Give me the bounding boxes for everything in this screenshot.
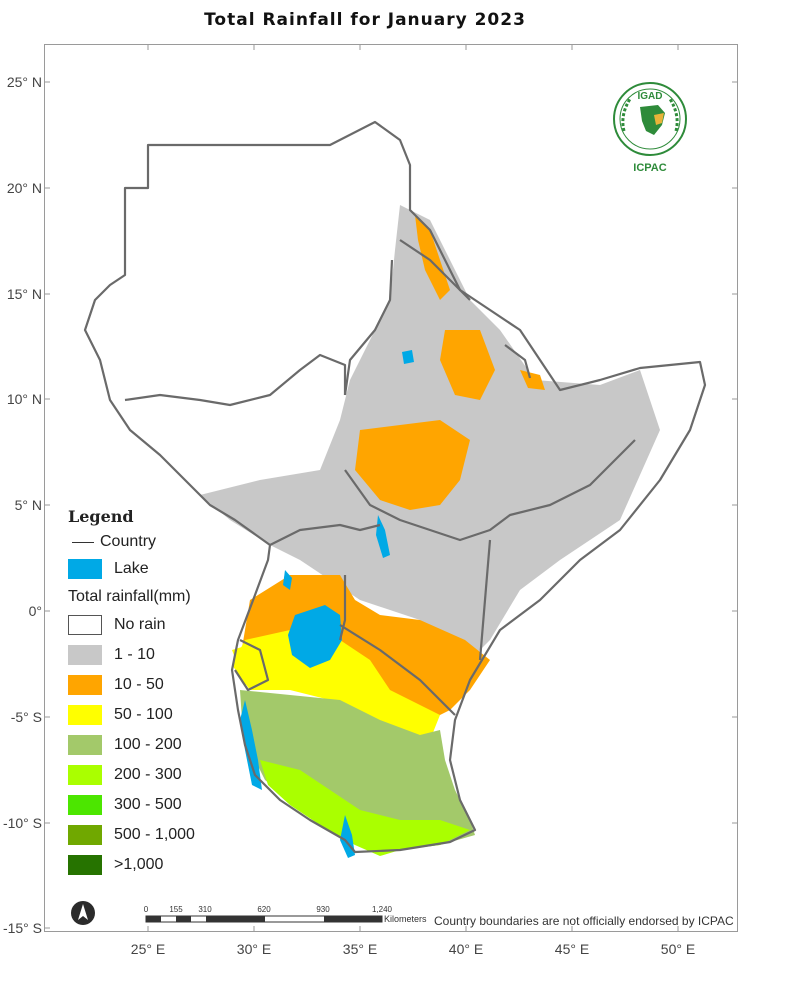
class-label: 500 - 1,000	[114, 826, 195, 843]
legend-class-row: No rain	[68, 610, 248, 640]
svg-text:ICPAC: ICPAC	[633, 162, 666, 174]
rainfall-zones	[200, 205, 660, 856]
class-swatch	[68, 735, 102, 755]
legend-class-row: 500 - 1,000	[68, 820, 248, 850]
lat-label: 20° N	[6, 180, 42, 196]
border-sudan-ethiopia	[343, 259, 394, 396]
lon-label: 35° E	[342, 941, 378, 957]
border-uganda-kenya	[338, 575, 347, 641]
lon-label: 40° E	[448, 941, 484, 957]
scale-bar	[145, 915, 383, 923]
lake-tanganyika	[240, 700, 262, 790]
legend-class-row: >1,000	[68, 850, 248, 880]
zone-50-100	[232, 630, 440, 740]
lat-label: 5° N	[14, 497, 42, 513]
legend-class-row: 100 - 200	[68, 730, 248, 760]
rainfall-title-text: Total rainfall(mm)	[68, 588, 191, 605]
lake-tana	[402, 350, 414, 364]
scale-unit: Kilometers	[384, 914, 427, 924]
class-swatch	[68, 705, 102, 725]
zone-10-50-coast-east	[520, 370, 545, 390]
border-sudan-south	[124, 353, 347, 407]
map-title: Total Rainfall for January 2023	[204, 10, 526, 30]
class-swatch	[68, 855, 102, 875]
zone-100-200	[240, 690, 475, 855]
zone-10-50-eritrea-coast	[415, 215, 450, 300]
lon-label: 25° E	[130, 941, 166, 957]
scale-tick: 1,240	[371, 905, 393, 914]
lake-swatch	[68, 559, 102, 579]
legend: Legend Country Lake Total rainfall(mm) N…	[68, 507, 248, 880]
svg-text:IGAD: IGAD	[638, 91, 663, 102]
class-label: >1,000	[114, 856, 164, 873]
lat-label: 10° N	[6, 391, 42, 407]
region-outline	[83, 120, 707, 854]
legend-class-row: 50 - 100	[68, 700, 248, 730]
lat-label: -15° S	[2, 920, 42, 936]
lat-label: 25° N	[6, 74, 42, 90]
zone-10-50-ethiopia-north	[440, 330, 495, 400]
lat-label: 15° N	[6, 286, 42, 302]
legend-class-row: 1 - 10	[68, 640, 248, 670]
zone-200-300	[260, 760, 470, 856]
border-eritrea	[399, 239, 471, 301]
class-swatch	[68, 765, 102, 785]
legend-class-row: 300 - 500	[68, 790, 248, 820]
legend-country-label: Country	[100, 533, 157, 550]
class-swatch	[68, 675, 102, 695]
lon-label: 45° E	[554, 941, 590, 957]
class-swatch	[68, 645, 102, 665]
class-label: 300 - 500	[114, 796, 182, 813]
legend-row-country: Country	[68, 530, 248, 554]
map-frame	[44, 44, 738, 932]
border-djibouti	[504, 344, 532, 379]
graticule-ticks	[44, 44, 738, 932]
border-kenya-tanzania	[339, 624, 456, 716]
class-label: 200 - 300	[114, 766, 182, 783]
scale-tick: 0	[143, 905, 149, 914]
disclaimer: Country boundaries are not officially en…	[434, 914, 734, 928]
lon-label: 30° E	[236, 941, 272, 957]
legend-class-row: 200 - 300	[68, 760, 248, 790]
legend-title: Legend	[68, 507, 134, 526]
legend-rainfall-title: Total rainfall(mm)	[68, 584, 248, 610]
scale-tick: 155	[169, 905, 183, 914]
lat-label: -5° S	[10, 709, 42, 725]
country-line-icon	[72, 541, 94, 543]
scale-tick: 310	[198, 905, 212, 914]
lakes	[240, 350, 414, 858]
class-label: 50 - 100	[114, 706, 173, 723]
class-label: 100 - 200	[114, 736, 182, 753]
country-boundaries	[83, 120, 707, 854]
border-south-sudan-uganda	[269, 523, 381, 546]
class-label: No rain	[114, 616, 166, 633]
class-swatch	[68, 795, 102, 815]
border-kenya-somalia	[478, 539, 492, 661]
igad-icpac-logo: IGAD ICPAC	[613, 82, 687, 174]
lake-albert	[283, 570, 292, 590]
north-arrow-icon	[71, 901, 95, 925]
scale-tick: 620	[257, 905, 271, 914]
lon-label: 50° E	[660, 941, 696, 957]
border-rwanda-burundi	[234, 639, 270, 692]
legend-row-lake: Lake	[68, 554, 248, 584]
class-label: 10 - 50	[114, 676, 164, 693]
legend-lake-label: Lake	[114, 560, 149, 577]
legend-class-row: 10 - 50	[68, 670, 248, 700]
lake-victoria	[288, 605, 342, 668]
class-swatch	[68, 825, 102, 845]
border-ethiopia-kenya	[344, 439, 636, 542]
lat-label: 0°	[28, 603, 42, 619]
zone-10-50-ethiopia	[355, 420, 470, 510]
lat-label: -10° S	[2, 815, 42, 831]
class-swatch	[68, 615, 102, 635]
scale-tick: 930	[316, 905, 330, 914]
class-label: 1 - 10	[114, 646, 155, 663]
